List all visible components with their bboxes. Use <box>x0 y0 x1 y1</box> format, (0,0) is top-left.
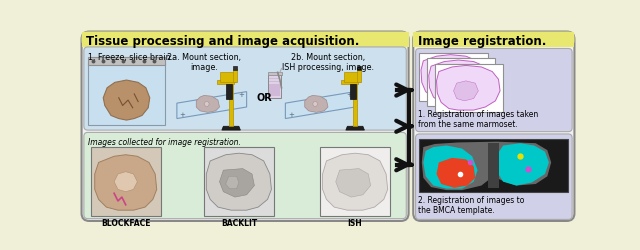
Bar <box>233 68 237 82</box>
Polygon shape <box>438 70 463 90</box>
Bar <box>269 84 280 86</box>
Polygon shape <box>220 168 254 197</box>
FancyBboxPatch shape <box>413 32 575 221</box>
Bar <box>269 93 280 95</box>
Polygon shape <box>436 66 500 110</box>
Text: BLOCKFACE: BLOCKFACE <box>101 219 150 228</box>
Polygon shape <box>285 92 355 118</box>
Text: +: + <box>347 92 353 98</box>
Polygon shape <box>95 155 157 210</box>
Polygon shape <box>206 153 271 210</box>
Bar <box>435 64 503 112</box>
Text: 2. Registration of images to
the BMCA template.: 2. Registration of images to the BMCA te… <box>418 196 524 215</box>
FancyBboxPatch shape <box>415 48 572 132</box>
Bar <box>88 57 165 65</box>
Polygon shape <box>429 60 492 105</box>
Bar <box>320 147 390 216</box>
Bar <box>88 63 165 125</box>
Text: +: + <box>288 112 294 118</box>
Polygon shape <box>323 153 388 210</box>
Bar <box>220 72 236 82</box>
Bar <box>217 80 234 84</box>
Polygon shape <box>103 80 150 120</box>
Bar <box>81 32 408 47</box>
Polygon shape <box>421 55 484 99</box>
Polygon shape <box>177 92 246 118</box>
Bar <box>353 80 358 126</box>
Bar <box>349 84 356 99</box>
Polygon shape <box>312 102 318 106</box>
Polygon shape <box>226 176 239 188</box>
FancyBboxPatch shape <box>81 32 408 47</box>
Bar <box>428 58 495 106</box>
Text: 1. Registration of images taken
from the same marmoset.: 1. Registration of images taken from the… <box>418 110 538 130</box>
Bar <box>344 72 360 82</box>
Polygon shape <box>423 146 477 188</box>
Bar <box>269 87 280 88</box>
Polygon shape <box>346 126 364 130</box>
Text: Tissue processing and image acquisition.: Tissue processing and image acquisition. <box>86 36 360 49</box>
Polygon shape <box>454 81 478 101</box>
FancyBboxPatch shape <box>81 32 408 221</box>
Bar <box>341 80 358 84</box>
Polygon shape <box>305 96 328 112</box>
FancyBboxPatch shape <box>84 132 406 219</box>
Bar <box>269 78 280 79</box>
Polygon shape <box>436 158 476 188</box>
Bar <box>226 84 232 99</box>
Bar <box>269 90 280 92</box>
Polygon shape <box>336 168 371 197</box>
Bar <box>413 32 575 47</box>
Bar <box>269 75 280 76</box>
Text: Image registration.: Image registration. <box>418 36 547 49</box>
Bar <box>229 80 234 126</box>
Bar <box>269 81 280 82</box>
Polygon shape <box>204 102 209 106</box>
Polygon shape <box>114 172 138 192</box>
Polygon shape <box>446 76 470 96</box>
Text: OR: OR <box>257 93 273 103</box>
FancyBboxPatch shape <box>84 47 406 130</box>
Text: 1. Freeze, slice brain.: 1. Freeze, slice brain. <box>88 53 173 62</box>
Polygon shape <box>196 96 220 112</box>
Text: ISH: ISH <box>348 219 362 228</box>
Bar <box>356 68 360 82</box>
Bar <box>204 147 274 216</box>
Polygon shape <box>422 142 551 190</box>
Text: BACKLIT: BACKLIT <box>221 219 257 228</box>
Bar <box>91 147 161 216</box>
Text: +: + <box>238 92 244 98</box>
Bar <box>234 66 237 70</box>
Bar <box>269 84 280 96</box>
Bar <box>268 75 281 98</box>
Text: 2a. Mount section,
image.: 2a. Mount section, image. <box>167 53 241 72</box>
Bar <box>358 66 360 70</box>
Polygon shape <box>497 143 549 186</box>
FancyBboxPatch shape <box>413 32 575 47</box>
Text: 2b. Mount section,
ISH processing, image.: 2b. Mount section, ISH processing, image… <box>282 53 374 72</box>
Bar <box>419 139 568 192</box>
Bar <box>419 53 488 101</box>
FancyBboxPatch shape <box>415 134 572 220</box>
Polygon shape <box>222 126 241 130</box>
Bar <box>268 72 282 76</box>
Bar <box>488 143 499 188</box>
Text: Images collected for image registration.: Images collected for image registration. <box>88 138 241 147</box>
Text: +: + <box>179 112 185 118</box>
